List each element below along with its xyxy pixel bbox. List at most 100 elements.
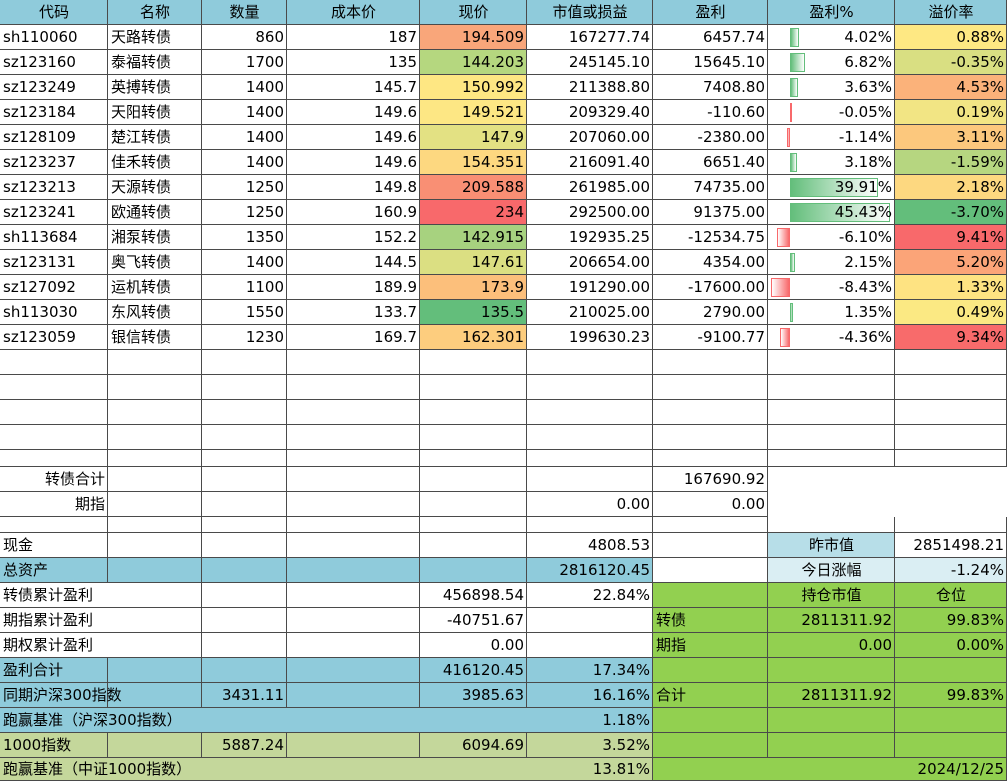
cell [653, 683, 768, 708]
cell [202, 517, 287, 533]
cell-text: 210025.00 [568, 303, 650, 321]
cell-text: 99.83% [946, 611, 1004, 629]
cell [0, 608, 202, 633]
cell [108, 350, 202, 375]
cell-text: -40751.67 [447, 611, 524, 629]
cell [527, 150, 653, 175]
cell [420, 467, 527, 492]
cell [108, 533, 202, 558]
cell [895, 658, 1007, 683]
cell [108, 300, 202, 325]
cell [202, 683, 287, 708]
cell [768, 425, 895, 450]
data-bar [790, 253, 795, 272]
cell [768, 450, 895, 467]
cell-text: 1400 [245, 253, 284, 271]
cell-text: sz123237 [3, 153, 76, 171]
cell-text: sz127092 [3, 278, 76, 296]
cell [0, 633, 202, 658]
cell-text: 135 [388, 53, 417, 71]
cell [527, 533, 653, 558]
cell [0, 583, 202, 608]
cell-text: 1400 [245, 103, 284, 121]
cell [653, 517, 768, 533]
cell-text: -17600.00 [688, 278, 765, 296]
cell [768, 658, 895, 683]
cell [287, 450, 420, 467]
cell [527, 350, 653, 375]
cell-text: 1400 [245, 78, 284, 96]
cell [0, 492, 108, 517]
cell [895, 400, 1007, 425]
cell-text: 189.9 [374, 278, 417, 296]
cell [108, 733, 202, 758]
cell-text: 2811311.92 [801, 686, 892, 704]
cell-text: 转债累计盈利 [3, 586, 94, 604]
cell [527, 125, 653, 150]
cell [202, 533, 287, 558]
cell-text: -9100.77 [697, 328, 765, 346]
cell-text: 0.00 [616, 495, 650, 513]
cell [653, 50, 768, 75]
cell [108, 658, 202, 683]
cell-text: 292500.00 [568, 203, 650, 221]
cell [108, 467, 202, 492]
cell [202, 733, 287, 758]
cell [202, 325, 287, 350]
cell [202, 150, 287, 175]
cell [287, 25, 420, 50]
cell [653, 0, 768, 25]
cell [0, 658, 108, 683]
cell-text: 15645.10 [693, 53, 765, 71]
cell [895, 125, 1007, 150]
cell-text: 0.88% [956, 28, 1004, 46]
cell [420, 517, 527, 533]
cell [895, 683, 1007, 708]
cell-text: -1.59% [950, 153, 1004, 171]
cell [108, 225, 202, 250]
cell [653, 583, 768, 608]
cell [653, 658, 768, 683]
cell [895, 517, 1007, 533]
cell-text: 3985.63 [461, 686, 524, 704]
cell [202, 225, 287, 250]
cell-text: 1.18% [602, 711, 650, 729]
cell-text: sz123241 [3, 203, 76, 221]
cell [420, 400, 527, 425]
cell-text: 合计 [656, 686, 687, 704]
cell [895, 608, 1007, 633]
cell-text: 期指累计盈利 [3, 611, 94, 629]
cell [202, 400, 287, 425]
cell [768, 375, 895, 400]
cell-text: 1700 [245, 53, 284, 71]
cell-text: 22.84% [592, 586, 650, 604]
cell [768, 25, 895, 50]
cell [653, 400, 768, 425]
cell [420, 25, 527, 50]
cell-text: 东风转债 [111, 303, 172, 321]
cell [653, 200, 768, 225]
cell [202, 0, 287, 25]
cell [895, 583, 1007, 608]
cell-text: 147.9 [481, 128, 524, 146]
cell [420, 150, 527, 175]
cell [420, 558, 527, 583]
cell [420, 250, 527, 275]
cell [0, 375, 108, 400]
cell-text: 216091.40 [568, 153, 650, 171]
cell [202, 100, 287, 125]
cell-text: 泰福转债 [111, 53, 172, 71]
cell [202, 25, 287, 50]
cell [0, 150, 108, 175]
cell-text: 142.915 [461, 228, 524, 246]
cell [202, 467, 287, 492]
cell [895, 533, 1007, 558]
cell-text: 跑赢基准（中证1000指数） [3, 760, 192, 778]
cell [653, 275, 768, 300]
cell [527, 733, 653, 758]
cell-text: 167690.92 [683, 470, 765, 488]
cell-text: 2816120.45 [559, 561, 650, 579]
cell [768, 400, 895, 425]
cell-text: -8.43% [838, 278, 892, 296]
